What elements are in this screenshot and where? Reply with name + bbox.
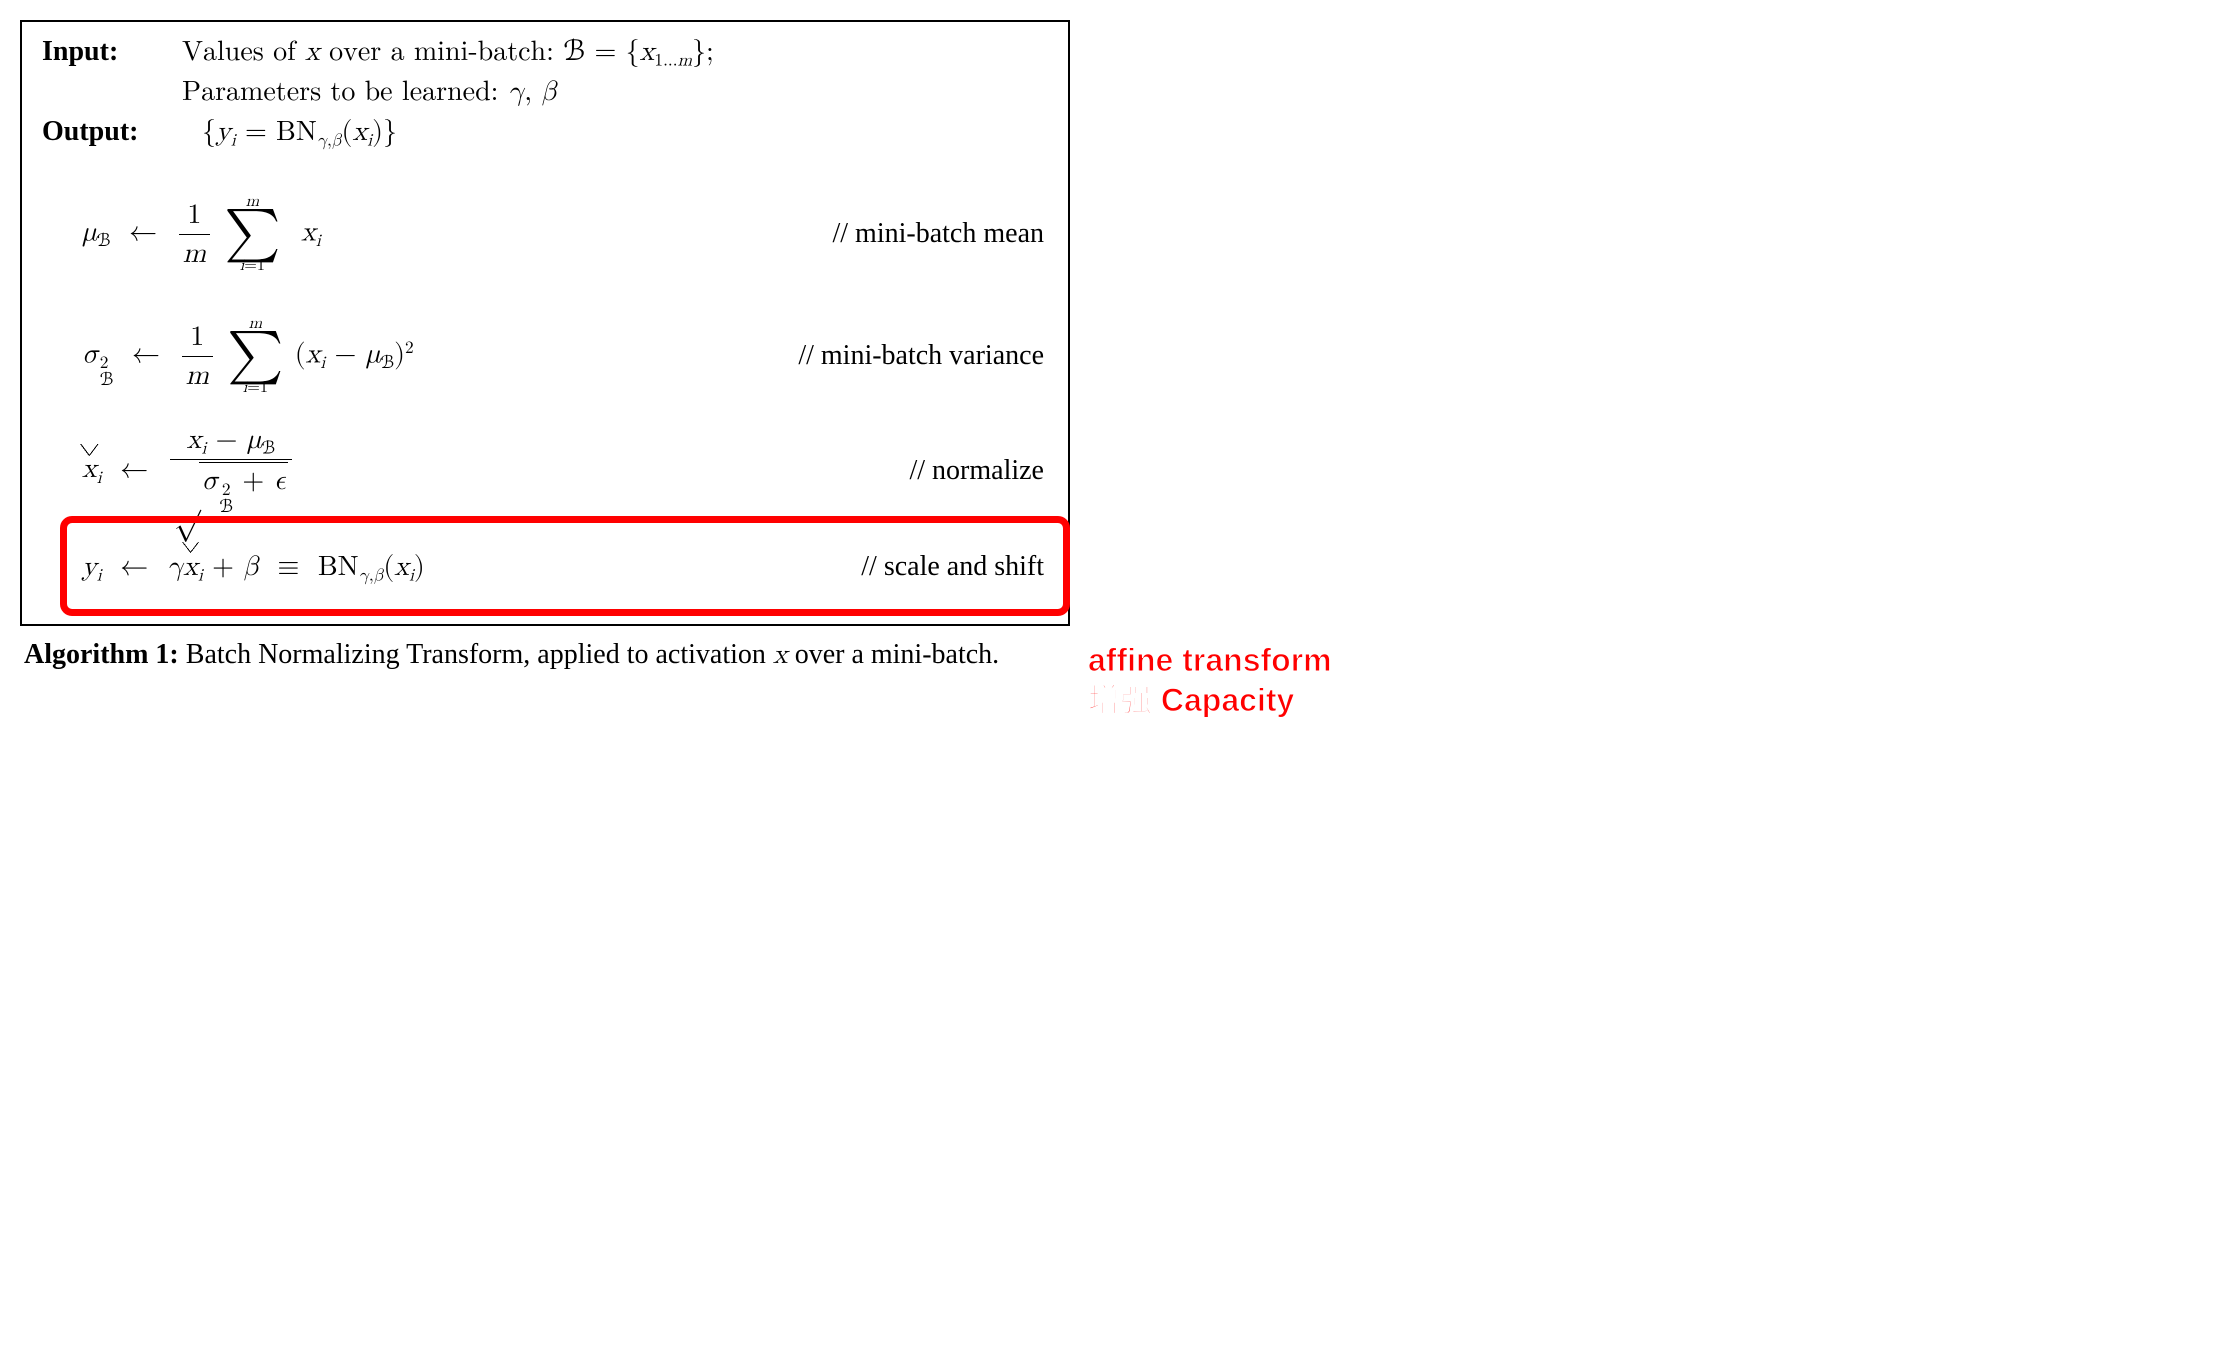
input-content-1: Values of x over a mini-batch: ℬ = {x1..… bbox=[182, 34, 1048, 69]
output-content: {yi = BNγ,β(xi)} bbox=[202, 115, 1048, 149]
input-label: Input: bbox=[42, 36, 182, 68]
annotation-line-1: affine transform bbox=[1088, 640, 1332, 680]
input-content-2: Parameters to be learned: γ, β bbox=[182, 75, 1048, 109]
input-row-2: Parameters to be learned: γ, β bbox=[42, 75, 1048, 109]
eq-scale-shift-formula: yi ← γxi + β ≡ BNγ,β(xi) bbox=[82, 550, 425, 584]
output-row: Output: {yi = BNγ,β(xi)} bbox=[42, 115, 1048, 149]
comment-mean: // mini-batch mean bbox=[833, 218, 1049, 250]
eq-normalize: xi ← xi − μℬ √σ2ℬ + ϵ // normalize bbox=[42, 417, 1048, 526]
input-text-params: Parameters to be learned: bbox=[182, 78, 508, 106]
algorithm-caption: Algorithm 1: Batch Normalizing Transform… bbox=[20, 626, 1070, 675]
calB-symbol: ℬ bbox=[563, 36, 585, 67]
input-text-values: Values of bbox=[182, 38, 305, 66]
caption-text: Batch Normalizing Transform, applied to … bbox=[179, 639, 773, 670]
eq-mean: μℬ ← 1m m∑i=1 xi // mini-batch mean bbox=[42, 173, 1048, 295]
input-var-x: x bbox=[305, 38, 320, 66]
eq-scale-shift: yi ← γxi + β ≡ BNγ,β(xi) // scale and sh… bbox=[42, 526, 1048, 608]
input-row-1: Input: Values of x over a mini-batch: ℬ … bbox=[42, 34, 1048, 69]
comment-scale-shift: // scale and shift bbox=[861, 551, 1048, 583]
eq-variance-formula: σ2ℬ ← 1m m∑i=1 (xi − μℬ)2 bbox=[82, 316, 414, 397]
eq-normalize-formula: xi ← xi − μℬ √σ2ℬ + ϵ bbox=[82, 423, 295, 520]
output-label: Output: bbox=[42, 116, 202, 148]
caption-var-x: x bbox=[773, 641, 788, 669]
caption-tail: over a mini-batch. bbox=[788, 639, 999, 670]
comment-normalize: // normalize bbox=[909, 455, 1048, 487]
caption-label: Algorithm 1: bbox=[24, 639, 179, 670]
input-text-over: over a mini-batch: bbox=[320, 38, 563, 66]
eq-variance: σ2ℬ ← 1m m∑i=1 (xi − μℬ)2 // mini-batch … bbox=[42, 295, 1048, 417]
eq-mean-formula: μℬ ← 1m m∑i=1 xi bbox=[82, 194, 321, 275]
comment-variance: // mini-batch variance bbox=[798, 340, 1048, 372]
annotation-line-2: 增强 Capacity bbox=[1088, 680, 1332, 720]
algorithm-block: Input: Values of x over a mini-batch: ℬ … bbox=[20, 20, 1070, 674]
page-container: Input: Values of x over a mini-batch: ℬ … bbox=[20, 20, 2217, 720]
algorithm-box: Input: Values of x over a mini-batch: ℬ … bbox=[20, 20, 1070, 626]
red-annotation: affine transform 增强 Capacity bbox=[1088, 640, 1332, 720]
